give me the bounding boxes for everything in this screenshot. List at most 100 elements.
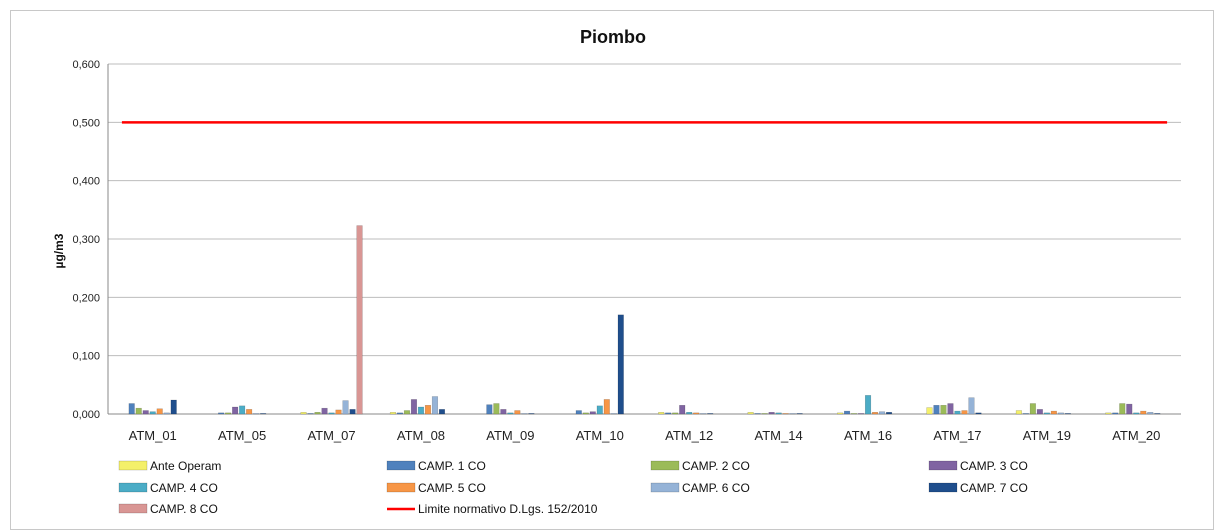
bar-atm_01-series-7 xyxy=(170,399,177,415)
bar-atm_12-series-1 xyxy=(665,412,672,415)
bar-atm_16-series-7 xyxy=(885,412,893,415)
bar-atm_16-series-0 xyxy=(836,412,844,415)
bar-atm_01-series-6 xyxy=(163,412,170,415)
bar-atm_12-series-6 xyxy=(700,413,707,415)
y-tick-label: 0,500 xyxy=(72,117,100,129)
legend-label: CAMP. 7 CO xyxy=(960,481,1028,495)
bar-atm_14-series-6 xyxy=(789,413,796,415)
bar-atm_17-series-3 xyxy=(947,403,954,415)
legend-swatch xyxy=(928,460,958,471)
bar-atm_12-series-0 xyxy=(658,412,665,415)
bar-atm_05-series-3 xyxy=(232,406,239,415)
legend-label: CAMP. 3 CO xyxy=(960,459,1028,473)
legend-item: CAMP. 3 CO xyxy=(928,459,1028,473)
bar-atm_10-series-4 xyxy=(596,405,603,415)
x-tick-label: ATM_07 xyxy=(307,428,355,443)
legend-swatch xyxy=(650,482,680,493)
bar-atm_20-series-0 xyxy=(1105,412,1112,415)
legend-swatch xyxy=(118,503,148,514)
bar-atm_08-series-0 xyxy=(389,412,397,415)
gridlines xyxy=(107,63,1181,415)
bar-atm_20-series-5 xyxy=(1140,410,1147,415)
bar-atm_19-series-3 xyxy=(1036,409,1043,415)
bar-atm_01-series-5 xyxy=(156,408,163,415)
bar-atm_08-series-6 xyxy=(431,396,439,415)
bar-atm_01-series-3 xyxy=(142,410,149,415)
bar-atm_09-series-5 xyxy=(514,410,521,415)
bar-atm_12-series-7 xyxy=(707,413,714,415)
bar-atm_14-series-2 xyxy=(761,413,768,415)
bar-atm_14-series-0 xyxy=(747,412,754,415)
bar-atm_20-series-2 xyxy=(1119,403,1126,415)
bar-atm_17-series-7 xyxy=(975,412,982,415)
bar-atm_07-series-3 xyxy=(321,407,328,415)
bar-atm_07-series-5 xyxy=(335,409,342,415)
bar-atm_05-series-6 xyxy=(253,413,260,415)
x-tick-label: ATM_20 xyxy=(1112,428,1160,443)
y-tick-label: 0,300 xyxy=(72,234,100,246)
x-tick-label: ATM_08 xyxy=(397,428,445,443)
legend: Ante Operam CAMP. 1 CO CAMP. 2 CO CAMP. 3 C… xyxy=(118,459,1028,516)
bar-atm_07-series-4 xyxy=(328,412,335,415)
bar-atm_14-series-7 xyxy=(796,413,803,415)
bar-atm_08-series-2 xyxy=(403,410,411,415)
bar-atm_12-series-2 xyxy=(672,412,679,415)
bar-atm_17-series-5 xyxy=(961,410,968,415)
bar-atm_16-series-1 xyxy=(843,410,851,415)
legend-swatch xyxy=(928,482,958,493)
bar-atm_20-series-1 xyxy=(1112,412,1119,415)
legend-item: CAMP. 4 CO xyxy=(118,481,218,495)
bar-atm_14-series-5 xyxy=(782,413,789,415)
x-tick-label: ATM_10 xyxy=(576,428,624,443)
legend-label: CAMP. 6 CO xyxy=(682,481,750,495)
bar-atm_09-series-7 xyxy=(528,413,535,415)
legend-label: CAMP. 2 CO xyxy=(682,459,750,473)
bar-atm_08-series-5 xyxy=(424,405,432,415)
bar-atm_17-series-4 xyxy=(954,410,961,415)
x-tick-label: ATM_01 xyxy=(129,428,177,443)
x-tick-label: ATM_12 xyxy=(665,428,713,443)
bar-atm_09-series-6 xyxy=(521,413,528,415)
bar-atm_20-series-3 xyxy=(1126,403,1133,415)
legend-item: Ante Operam xyxy=(118,459,221,473)
bar-atm_19-series-6 xyxy=(1057,412,1064,415)
bar-atm_12-series-4 xyxy=(686,412,693,415)
bar-atm_17-series-2 xyxy=(940,405,947,415)
legend-label: Limite normativo D.Lgs. 152/2010 xyxy=(418,502,598,516)
chart-title: Piombo xyxy=(580,27,646,47)
bar-atm_10-series-5 xyxy=(603,399,610,415)
legend-swatch xyxy=(118,460,148,471)
bar-atm_12-series-3 xyxy=(679,405,686,415)
bar-atm_19-series-2 xyxy=(1029,403,1036,415)
bar-atm_14-series-4 xyxy=(775,412,782,415)
y-tick-label: 0,400 xyxy=(72,176,100,188)
bar-atm_05-series-1 xyxy=(218,412,225,415)
bar-atm_01-series-2 xyxy=(135,407,142,415)
bar-atm_17-series-6 xyxy=(968,397,975,415)
bar-atm_08-series-1 xyxy=(396,412,404,415)
bar-atm_19-series-7 xyxy=(1064,413,1071,415)
bar-atm_19-series-1 xyxy=(1022,413,1029,415)
chart-frame: Piombo µg/m3 0,000 0,100 0,200 0,300 0,400 0,… xyxy=(10,10,1214,530)
bar-atm_10-series-3 xyxy=(589,411,596,415)
bar-atm_16-series-4 xyxy=(864,395,872,415)
legend-label: CAMP. 8 CO xyxy=(150,502,218,516)
bars xyxy=(128,225,1161,415)
legend-item: CAMP. 1 CO xyxy=(386,459,486,473)
bar-atm_01-series-4 xyxy=(149,411,156,415)
legend-swatch xyxy=(386,482,416,493)
legend-item: CAMP. 6 CO xyxy=(650,481,750,495)
bar-atm_20-series-7 xyxy=(1154,413,1161,415)
bar-atm_14-series-3 xyxy=(768,412,775,415)
bar-atm_10-series-1 xyxy=(575,410,582,415)
bar-atm_07-series-6 xyxy=(342,400,349,415)
legend-item: CAMP. 8 CO xyxy=(118,502,218,516)
bar-atm_10-series-2 xyxy=(582,412,589,415)
x-tick-labels: ATM_01 ATM_05 ATM_07 ATM_08 ATM_09 ATM_10 ATM_… xyxy=(129,428,1161,443)
legend-item: CAMP. 7 CO xyxy=(928,481,1028,495)
bar-atm_16-series-3 xyxy=(857,413,865,415)
legend-item: CAMP. 2 CO xyxy=(650,459,750,473)
bar-atm_08-series-4 xyxy=(417,406,425,415)
bar-atm_19-series-4 xyxy=(1043,412,1050,415)
legend-item: Limite normativo D.Lgs. 152/2010 xyxy=(387,502,598,516)
